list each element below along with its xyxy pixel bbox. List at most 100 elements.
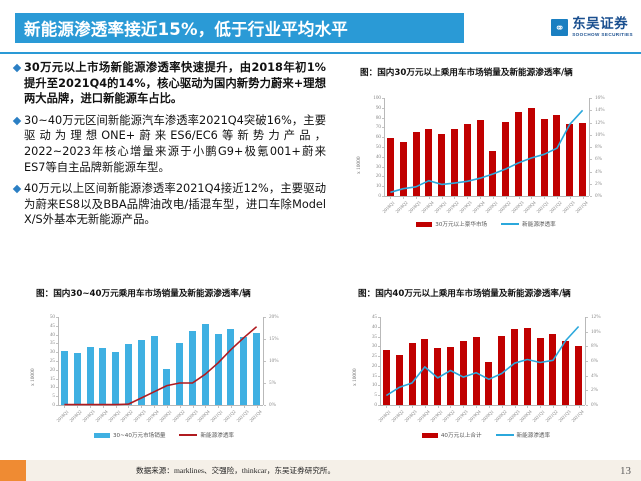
legend-item[interactable]: 30~40万元市场销量 [93,431,166,439]
secondary-y-axis-tick [264,405,266,406]
bar [176,342,184,405]
y-axis-tick-label: 0 [374,402,377,408]
legend-bar-swatch [421,432,438,438]
y-axis-tick [56,334,58,336]
legend-line-swatch [495,434,514,436]
x-axis-tick [115,406,117,408]
y-axis-tick [382,166,384,168]
chart-title: 图：国内30~40万元乘用车市场销量及新能源渗透率/辆 [36,289,251,299]
bar [434,347,442,405]
secondary-y-axis-tick [590,98,592,99]
y-axis-tick [378,326,380,328]
legend-label: 新能源渗透率 [516,433,551,439]
secondary-y-axis-tick-label: 0% [595,193,602,199]
bar [425,129,433,196]
secondary-y-axis-tick [590,122,592,124]
secondary-y-axis-tick [264,383,266,384]
x-axis-tick [412,406,414,408]
secondary-y-axis-tick-label: 8% [595,144,602,150]
bar [450,129,458,196]
y-axis-tick-label: 45 [371,314,377,320]
y-axis-tick-label: 5 [374,392,377,399]
x-axis-tick [552,406,554,408]
x-axis-tick [582,197,584,199]
y-axis-tick [382,137,384,139]
x-axis-tick [578,406,580,408]
legend-item[interactable]: 新能源渗透率 [501,220,556,228]
x-axis-tick [179,406,181,408]
legend-label: 30~40万元市场销量 [112,433,166,439]
y-axis-tick [382,117,384,119]
y-axis-tick-label: 100 [373,95,381,101]
legend-bar-swatch [416,221,433,227]
y-axis-tick [378,395,380,397]
secondary-y-axis-tick-label: 5% [269,380,276,386]
chart-title: 图：国内30万元以上乘用车市场销量及新能源渗透率/辆 [360,68,573,78]
y-axis-tick-label: 30 [49,349,55,356]
legend-line-swatch [501,223,520,225]
x-axis-tick [531,197,533,199]
bar [227,328,235,405]
x-axis [58,405,263,406]
x-axis-tick [243,406,245,408]
x-axis-tick [450,406,452,408]
bar [489,151,497,196]
y-axis-tick [56,361,58,362]
plot-area: 0 5 10 15 20 25 30 35 40 45 50 x 10000 0% 5% 10% 15% 20%… [14,299,314,423]
x-axis-tick [399,406,401,408]
x-axis-tick [527,406,529,408]
legend-line-swatch [179,434,198,436]
legend-item[interactable]: 新能源渗透率 [495,431,551,439]
x-axis-tick [90,406,92,408]
y-axis-tick [56,378,58,380]
legend-item[interactable]: 新能源渗透率 [179,431,234,439]
secondary-y-axis-tick-label: 10% [595,131,605,138]
bar [485,362,493,405]
x-axis-tick [565,406,567,408]
x-axis-tick [467,197,469,199]
x-axis-tick [416,197,418,199]
y-axis-tick-label: 30 [375,163,381,170]
bar [575,346,583,405]
bar [540,119,548,196]
secondary-y-axis-tick [590,159,592,161]
x-axis-tick [218,406,220,408]
y-axis-tick-label: 25 [49,358,55,364]
bar [386,138,394,196]
y-axis-tick [378,317,380,318]
bar [240,337,248,405]
x-axis-tick [166,406,168,408]
x-axis-tick [154,406,156,408]
y-axis-tick [382,196,384,197]
secondary-y-axis-tick [586,375,588,377]
x-axis-tick [463,406,465,408]
legend-item[interactable]: 30万元以上豪华市场 [416,220,487,228]
y-axis-tick [378,385,380,387]
bar [253,333,261,405]
bar [73,353,81,405]
y-axis-tick-label: 10 [49,384,55,391]
secondary-y-axis-tick [586,390,588,392]
y-axis-unit-label: x 10000 [352,368,358,386]
y-axis-tick [382,186,384,188]
bullet-item: 30万元以上市场新能源渗透率快速提升，由2018年初1%提升至2021Q4的14… [12,60,326,107]
legend-item[interactable]: 40万元以上合计 [421,431,482,439]
bar [201,323,209,405]
logo-icon: ⚭ [551,19,569,37]
x-axis-tick [476,406,478,408]
bar [498,335,506,405]
x-axis-tick [64,406,66,408]
secondary-y-axis-tick [586,331,588,333]
y-axis-tick-label: 35 [371,333,377,340]
y-axis-tick [56,317,58,318]
x-axis [384,196,589,197]
title-accent-block [455,13,464,43]
y-axis-tick-label: 10 [371,382,377,389]
legend-label: 40万元以上合计 [440,433,482,439]
secondary-y-axis-tick [586,405,588,406]
y-axis-tick-label: 50 [375,144,381,150]
secondary-y-axis-tick-label: 0% [269,402,276,408]
secondary-y-axis-tick-label: 10% [269,358,279,364]
bullet-text: 30万元以上市场新能源渗透率快速提升，由2018年初1%提升至2021Q4的14… [24,61,326,106]
y-axis-tick-label: 0 [52,402,55,408]
